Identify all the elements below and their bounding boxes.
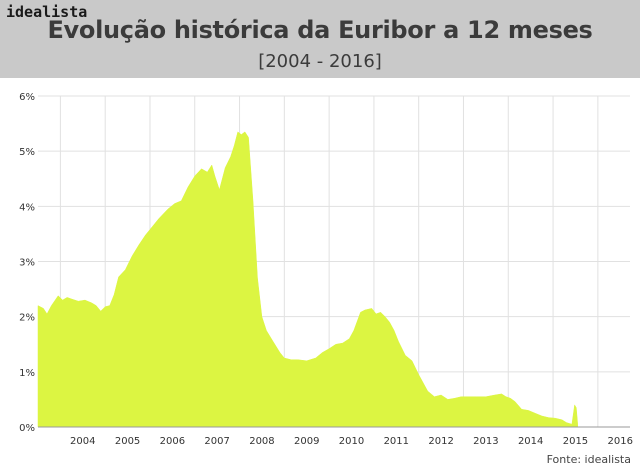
x-tick-label: 2016 <box>608 436 633 447</box>
y-axis: 0% 1% 2% 3% 4% 5% 6% <box>19 92 35 434</box>
y-tick-label: 5% <box>19 147 35 158</box>
chart-header: idealista Evolução histórica da Euribor … <box>0 0 640 78</box>
x-tick-label: 2009 <box>294 436 319 447</box>
y-tick-label: 4% <box>19 202 35 213</box>
area-series <box>37 131 578 428</box>
x-tick-label: 2011 <box>384 436 409 447</box>
y-tick-label: 3% <box>19 258 35 269</box>
euribor-area-chart: 0%1%2%3%4%5%6% 2004 2005 2006 2007 2008 2009 2… <box>19 92 633 447</box>
y-tick-label: 1% <box>19 368 35 379</box>
euribor-area <box>37 131 578 428</box>
chart-subtitle: [2004 - 2016] <box>258 51 382 72</box>
source-note: Fonte: idealista <box>546 453 631 466</box>
y-tick-label: 6% <box>19 92 35 103</box>
x-tick-label: 2007 <box>204 436 229 447</box>
x-tick-label: 2012 <box>428 436 453 447</box>
chart-title: Evolução histórica da Euribor a 12 meses <box>47 16 593 44</box>
x-tick-label: 2005 <box>115 436 140 447</box>
x-tick-label: 2010 <box>339 436 364 447</box>
x-tick-label: 2006 <box>160 436 185 447</box>
x-tick-label: 2013 <box>473 436 498 447</box>
x-axis: 2004 2005 2006 2007 2008 2009 2010 2011 2012 2013… <box>38 426 633 447</box>
x-tick-label: 2015 <box>563 436 588 447</box>
brand-logo: idealista <box>6 3 88 21</box>
x-tick-label: 2014 <box>518 436 543 447</box>
y-tick-label: 0% <box>19 423 35 434</box>
x-tick-label: 2008 <box>249 436 274 447</box>
x-tick-label: 2004 <box>70 436 95 447</box>
y-tick-label: 2% <box>19 313 35 324</box>
